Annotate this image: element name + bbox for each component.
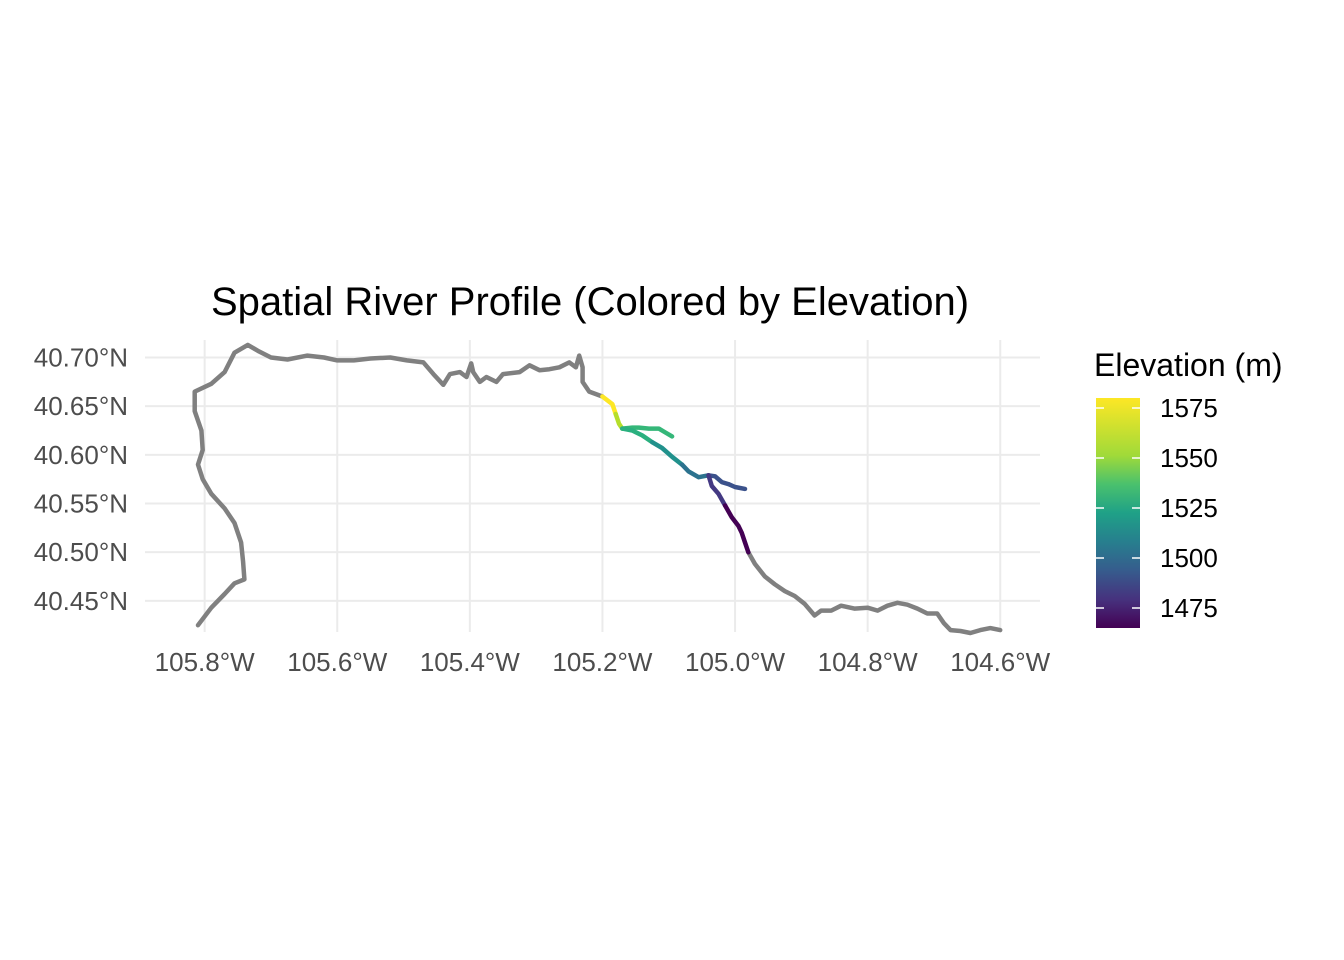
legend: Elevation (m) 1575 1550 1525 1500 1475 — [1094, 347, 1283, 628]
river-segment-elevation — [620, 425, 675, 439]
legend-break-label: 1550 — [1160, 443, 1218, 473]
gridlines — [145, 340, 1040, 632]
x-tick-label: 105.8°W — [155, 647, 255, 677]
river-segment-elevation — [613, 411, 625, 431]
legend-colorbar — [1096, 398, 1140, 628]
y-tick-label: 40.55°N — [34, 489, 128, 519]
legend-break-label: 1575 — [1160, 393, 1218, 423]
river-segment-elevation — [706, 473, 748, 492]
x-tick-label: 105.2°W — [552, 647, 652, 677]
y-tick-label: 40.50°N — [34, 537, 128, 567]
river-segment-elevation — [679, 462, 711, 480]
river-segment-gray — [192, 342, 605, 628]
river-segment-elevation — [620, 426, 655, 445]
x-tick-label: 104.6°W — [950, 647, 1050, 677]
legend-break-label: 1500 — [1160, 543, 1218, 573]
river-segment-elevation — [600, 394, 618, 417]
legend-break-label: 1475 — [1160, 593, 1218, 623]
legend-break-label: 1525 — [1160, 493, 1218, 523]
y-tick-label: 40.70°N — [34, 343, 128, 373]
legend-title: Elevation (m) — [1094, 347, 1283, 383]
river-segment-elevation — [722, 503, 751, 555]
river-lines — [192, 342, 1003, 636]
river-segment-elevation — [706, 473, 728, 508]
chart-title: Spatial River Profile (Colored by Elevat… — [211, 280, 969, 324]
y-tick-label: 40.45°N — [34, 586, 128, 616]
x-tick-label: 104.8°W — [818, 647, 918, 677]
y-tick-label: 40.60°N — [34, 440, 128, 470]
y-tick-label: 40.65°N — [34, 391, 128, 421]
y-axis-tick-labels: 40.70°N 40.65°N 40.60°N 40.55°N 40.50°N 40.45… — [34, 343, 128, 616]
river-segment-elevation — [649, 439, 685, 467]
legend-breaks: 1575 1550 1525 1500 1475 — [1096, 393, 1218, 623]
x-tick-label: 105.6°W — [287, 647, 387, 677]
x-tick-label: 105.4°W — [420, 647, 520, 677]
x-axis-tick-labels: 105.8°W 105.6°W 105.4°W 105.2°W 105.0°W 104.8… — [155, 647, 1051, 677]
x-tick-label: 105.0°W — [685, 647, 785, 677]
river-segment-gray — [746, 549, 1003, 636]
